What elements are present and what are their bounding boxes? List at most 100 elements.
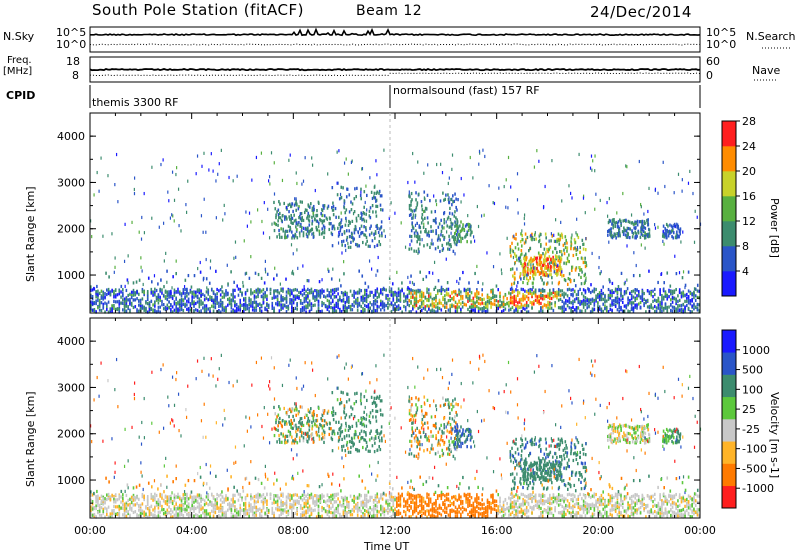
velocity-cell bbox=[305, 499, 307, 503]
power-cell bbox=[554, 292, 556, 296]
power-cell bbox=[114, 256, 116, 260]
power-cell bbox=[573, 299, 576, 304]
power-cell bbox=[303, 292, 306, 296]
velocity-cell bbox=[251, 513, 254, 517]
power-cell bbox=[425, 275, 428, 279]
power-cell bbox=[233, 256, 235, 260]
power-cell bbox=[580, 268, 583, 272]
power-cell bbox=[285, 277, 287, 281]
power-cell bbox=[500, 268, 503, 272]
power-cell bbox=[582, 302, 585, 306]
power-cell bbox=[609, 296, 612, 300]
power-cell bbox=[239, 287, 242, 292]
power-cell bbox=[127, 281, 129, 285]
power-cell bbox=[571, 266, 573, 270]
power-cell bbox=[124, 284, 126, 289]
power-cell bbox=[102, 293, 105, 297]
power-cell bbox=[178, 290, 181, 294]
power-cell bbox=[435, 199, 437, 203]
power-cell bbox=[413, 289, 416, 293]
power-cell bbox=[397, 291, 400, 295]
power-cell bbox=[447, 215, 450, 219]
velocity-cell bbox=[139, 503, 142, 507]
power-cell bbox=[146, 297, 149, 302]
power-cell bbox=[409, 243, 411, 247]
power-cell bbox=[595, 299, 597, 303]
power-cell bbox=[344, 306, 347, 310]
power-cell bbox=[513, 252, 516, 256]
power-cell bbox=[542, 252, 544, 256]
power-cell bbox=[161, 291, 163, 295]
power-cell bbox=[554, 304, 556, 308]
velocity-cell bbox=[129, 504, 131, 508]
velocity-cell bbox=[271, 506, 274, 511]
power-cell bbox=[505, 178, 507, 182]
velocity-cell bbox=[178, 508, 181, 512]
power-cell bbox=[632, 273, 635, 278]
power-cell bbox=[523, 213, 526, 217]
power-cell bbox=[187, 292, 190, 296]
power-cell bbox=[443, 198, 445, 202]
power-cell bbox=[517, 309, 519, 313]
power-cell bbox=[346, 307, 348, 311]
velocity-cell bbox=[198, 515, 201, 519]
power-cell bbox=[550, 260, 553, 264]
power-cell bbox=[349, 220, 351, 225]
power-cell bbox=[550, 232, 553, 236]
power-cell bbox=[687, 306, 690, 311]
power-cell bbox=[469, 233, 472, 237]
power-cell bbox=[611, 289, 613, 293]
velocity-cell bbox=[182, 496, 185, 500]
power-cell bbox=[171, 305, 174, 309]
power-cell bbox=[544, 232, 547, 236]
power-cell bbox=[513, 289, 516, 293]
velocity-cell bbox=[205, 515, 208, 519]
velocity-cell bbox=[193, 514, 195, 518]
velocity-cell bbox=[255, 513, 258, 517]
power-cell bbox=[428, 271, 431, 275]
velocity-cell bbox=[168, 511, 170, 515]
velocity-cell bbox=[223, 511, 226, 515]
power-cell bbox=[441, 234, 444, 238]
power-cell bbox=[250, 304, 252, 308]
velocity-cell bbox=[186, 504, 188, 508]
power-cell bbox=[461, 236, 464, 241]
power-cell bbox=[455, 229, 457, 233]
velocity-cell bbox=[134, 510, 137, 514]
power-cell bbox=[426, 243, 429, 247]
power-cell bbox=[413, 282, 415, 287]
power-cell bbox=[694, 287, 697, 291]
power-cell bbox=[98, 302, 101, 306]
power-cell bbox=[197, 266, 199, 271]
power-cell bbox=[426, 290, 428, 294]
power-cell bbox=[376, 309, 379, 313]
power-cell bbox=[280, 294, 282, 298]
power-cell bbox=[371, 196, 374, 201]
power-cell bbox=[456, 302, 459, 306]
power-cell bbox=[568, 260, 570, 264]
power-cell bbox=[414, 208, 417, 212]
power-cell bbox=[186, 299, 188, 303]
power-cell bbox=[518, 291, 521, 295]
power-cell bbox=[513, 281, 516, 285]
power-cell bbox=[150, 287, 153, 292]
power-cell bbox=[399, 289, 402, 293]
power-cell bbox=[271, 304, 274, 308]
power-cell bbox=[609, 279, 611, 283]
velocity-cell bbox=[299, 504, 302, 508]
power-cell bbox=[359, 216, 362, 220]
power-cell bbox=[490, 290, 492, 294]
power-cell bbox=[626, 226, 629, 230]
power-cell bbox=[583, 281, 586, 286]
power-cell bbox=[333, 287, 336, 292]
power-cell bbox=[178, 298, 181, 303]
power-cell bbox=[95, 301, 97, 306]
power-cell bbox=[420, 300, 423, 304]
power-cell bbox=[379, 227, 381, 231]
power-cell bbox=[273, 306, 275, 310]
nsky-trace bbox=[90, 27, 701, 37]
velocity-cell bbox=[143, 495, 145, 500]
power-cell bbox=[299, 299, 302, 303]
power-cell bbox=[463, 288, 466, 292]
power-cell bbox=[428, 288, 430, 292]
